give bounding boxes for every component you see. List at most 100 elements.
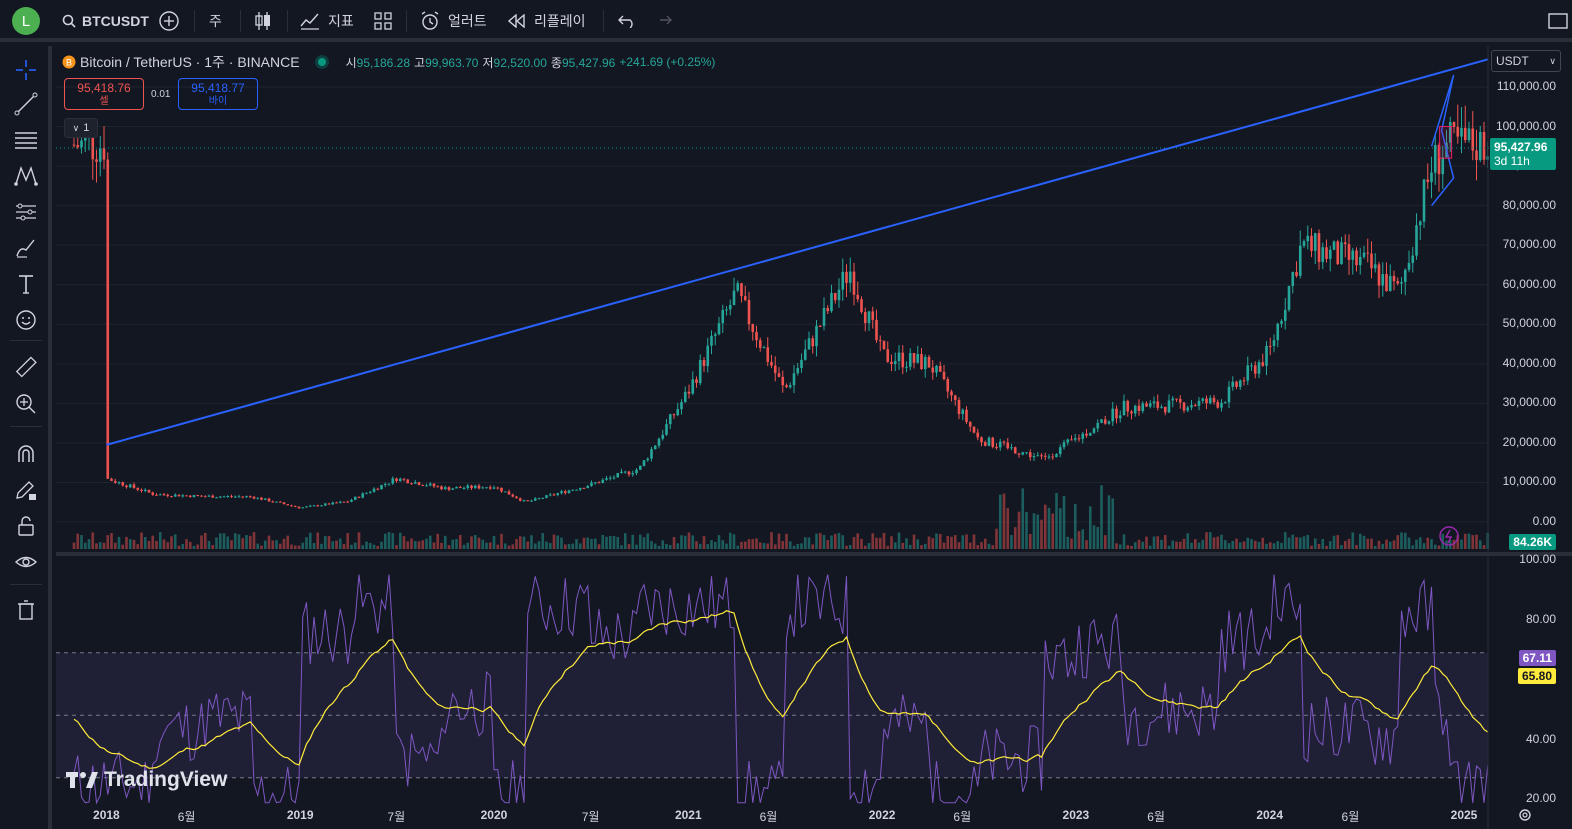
- currency-select[interactable]: USDT ∨: [1491, 50, 1561, 72]
- replay-button[interactable]: 리플레이: [508, 0, 586, 42]
- volume-bar: [323, 536, 327, 549]
- candle-body: [886, 349, 890, 362]
- candle-body: [440, 486, 443, 490]
- candle-body: [470, 485, 473, 489]
- candle-body: [391, 478, 395, 484]
- magnet-icon: [18, 445, 34, 462]
- zoom-tool[interactable]: [12, 390, 40, 418]
- volume-bar: [1092, 525, 1096, 549]
- user-avatar[interactable]: L: [12, 7, 40, 35]
- indicators-button[interactable]: 지표: [300, 0, 354, 42]
- pattern-tool[interactable]: [12, 162, 40, 190]
- lock-tool[interactable]: [12, 512, 40, 540]
- plus-circle-icon: [159, 11, 179, 31]
- emoji-tool[interactable]: [12, 306, 40, 334]
- rsi-pane: [56, 574, 1489, 805]
- candle-body: [1021, 452, 1025, 455]
- text-tool[interactable]: [12, 270, 40, 298]
- volume-bar: [623, 533, 627, 549]
- brush-tool[interactable]: [12, 234, 40, 262]
- crosshair-tool[interactable]: [12, 56, 40, 84]
- candles: [72, 104, 1490, 509]
- volume-bar: [402, 536, 406, 549]
- measure-tool[interactable]: [12, 354, 40, 382]
- candle-body: [818, 325, 822, 327]
- volume-bar: [1437, 545, 1441, 549]
- volume-bar: [961, 535, 965, 549]
- volume-bar: [890, 536, 893, 549]
- candle-body: [1231, 381, 1235, 387]
- volume-bar: [631, 534, 635, 549]
- volume-bar: [170, 536, 173, 549]
- volume-bar: [518, 536, 522, 549]
- interval-button[interactable]: 주: [209, 13, 222, 29]
- volume-bar: [1385, 539, 1388, 549]
- volume-bar: [1321, 538, 1325, 549]
- trendline: [106, 58, 1489, 446]
- legend-title[interactable]: Bitcoin / TetherUS · 1주 · BINANCE: [80, 54, 300, 70]
- alert-button[interactable]: 얼러트: [420, 0, 487, 42]
- volume-bar: [1351, 532, 1355, 549]
- lightning-icon[interactable]: [1438, 525, 1460, 547]
- sell-button[interactable]: 95,418.76 셀: [64, 78, 144, 110]
- hide-tool[interactable]: [12, 548, 40, 576]
- layouts-button[interactable]: [374, 0, 392, 42]
- candle-body: [1392, 275, 1396, 282]
- compare-button[interactable]: [158, 0, 180, 42]
- forecast-tool[interactable]: [12, 198, 40, 226]
- candle-body: [398, 478, 402, 482]
- volume-bar: [1088, 506, 1092, 549]
- trendline-tool[interactable]: [12, 90, 40, 118]
- fullscreen-button[interactable]: [1548, 0, 1568, 42]
- candle-body: [1298, 245, 1302, 276]
- candle-body: [916, 354, 920, 363]
- magnet-tool[interactable]: [12, 440, 40, 468]
- volume-bar: [1418, 537, 1422, 549]
- remove-tool[interactable]: [12, 596, 40, 624]
- candle-body: [1343, 242, 1347, 245]
- volume-bar: [1471, 535, 1475, 549]
- brush-icon: [16, 239, 35, 258]
- volume-bar: [1426, 537, 1430, 549]
- candle-body: [863, 311, 867, 324]
- candle-body: [395, 478, 398, 482]
- candle-body: [721, 309, 725, 324]
- indicator-collapse-button[interactable]: ∨ 1: [64, 118, 98, 138]
- stay-in-draw-tool[interactable]: [12, 476, 40, 504]
- volume-bar: [481, 539, 485, 549]
- volume-bar: [335, 540, 338, 549]
- volume-bar: [211, 545, 215, 549]
- candle-body: [196, 495, 200, 497]
- volume-bar: [781, 541, 785, 549]
- chart-canvas[interactable]: [56, 46, 1572, 829]
- lock-open-icon: [18, 516, 34, 536]
- candle-body: [353, 496, 357, 500]
- candle-body: [181, 495, 185, 497]
- chart-type-button[interactable]: [254, 0, 272, 42]
- volume-bar: [653, 543, 657, 549]
- candle-body: [473, 485, 477, 489]
- volume-bar: [173, 534, 177, 549]
- volume-bar: [443, 535, 447, 549]
- candle-body: [117, 482, 121, 484]
- volume-bar: [143, 537, 147, 549]
- volume-bar: [826, 540, 830, 549]
- settings-gear-icon[interactable]: [1517, 807, 1533, 823]
- candle-body: [995, 446, 998, 448]
- candle-body: [177, 494, 181, 497]
- candle-body: [1092, 428, 1096, 433]
- undo-button[interactable]: [618, 0, 636, 42]
- candle-body: [83, 137, 87, 141]
- volume-bar: [192, 545, 196, 549]
- candle-body: [586, 485, 590, 489]
- symbol-search-button[interactable]: BTCUSDT: [62, 0, 149, 42]
- fib-tool[interactable]: [12, 126, 40, 154]
- volume-bar: [1313, 538, 1317, 549]
- volume-bar: [256, 543, 260, 549]
- candle-body: [361, 493, 365, 498]
- volume-bar: [661, 540, 665, 549]
- volume-bar: [1403, 532, 1407, 549]
- buy-button[interactable]: 95,418.77 바이: [178, 78, 258, 110]
- candle-body: [425, 485, 428, 487]
- redo-button[interactable]: [654, 0, 672, 42]
